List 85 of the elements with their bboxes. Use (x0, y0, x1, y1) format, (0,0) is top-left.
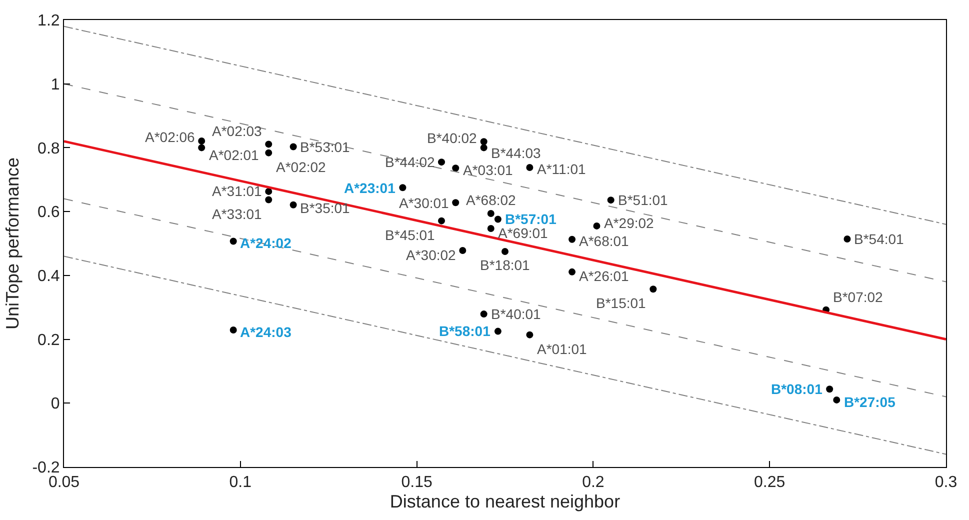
annotation: B*53:01 (300, 139, 350, 155)
point (487, 210, 494, 217)
point (438, 217, 445, 224)
annotation: A*24:02 (240, 235, 292, 251)
point (487, 224, 494, 232)
point (494, 328, 502, 335)
annotation: B*57:01 (505, 211, 557, 227)
point (198, 138, 206, 145)
y-tick-label: 0.2 (38, 332, 60, 349)
point (650, 286, 657, 293)
point (230, 326, 237, 334)
annotation: A*33:01 (212, 206, 262, 222)
annotation: A*68:02 (466, 192, 516, 208)
point (826, 386, 834, 393)
annotation: A*29:02 (604, 215, 654, 231)
x-tick-label: 0.2 (582, 474, 604, 492)
y-tick-label: 1 (50, 76, 60, 94)
y-tick-label: 1.2 (38, 12, 60, 30)
annotation: A*01:01 (537, 341, 588, 357)
point (494, 216, 502, 223)
annotation: A*02:06 (145, 129, 196, 145)
x-tick-label: 0.1 (229, 474, 252, 492)
point (290, 143, 297, 150)
point (265, 140, 272, 148)
annotation: A*02:01 (209, 147, 260, 163)
y-tick-label: -0.2 (32, 460, 60, 477)
annotation: B*35:01 (300, 200, 350, 216)
annotation: A*11:01 (537, 161, 586, 177)
annotation: A*23:01 (344, 180, 396, 196)
annotation: B*44:03 (491, 145, 542, 161)
annotation: A*02:02 (276, 159, 326, 175)
point (265, 196, 272, 204)
y-tick-label: 0.4 (38, 268, 60, 286)
annotation: B*08:01 (771, 381, 823, 397)
point (480, 138, 488, 146)
annotation: A*69:01 (498, 225, 548, 241)
annotation: A*68:01 (579, 233, 630, 249)
y-tick-label: 0 (50, 396, 60, 413)
annotation: B*58:01 (439, 323, 491, 339)
y-axis-title: UniTope performance (2, 157, 22, 330)
annotation: B*51:01 (618, 192, 668, 208)
annotation: B*27:05 (844, 394, 896, 410)
annotation: B*40:01 (491, 306, 542, 322)
point (607, 196, 614, 204)
annotation: B*54:01 (854, 231, 904, 247)
annotation: A*24:03 (240, 324, 292, 340)
annotation: B*44:02 (385, 154, 436, 170)
point (438, 158, 445, 166)
point (452, 164, 460, 172)
point (265, 149, 272, 156)
point (480, 144, 488, 152)
point (399, 184, 406, 192)
x-tick-label: 0.05 (48, 474, 80, 492)
annotation: A*30:01 (399, 195, 450, 211)
annotation: B*07:02 (833, 289, 884, 305)
y-tick-label: 0.6 (38, 204, 60, 222)
point (833, 396, 840, 404)
point (526, 164, 534, 172)
point (568, 268, 576, 276)
point (844, 236, 851, 243)
annotation: B*45:01 (385, 227, 436, 243)
point (452, 199, 460, 206)
point (526, 331, 534, 338)
annotation: A*31:01 (212, 183, 262, 199)
point (593, 222, 600, 230)
point (459, 247, 466, 254)
x-tick-label: 0.3 (934, 474, 958, 492)
point (265, 188, 272, 195)
annotation: A*02:03 (212, 123, 262, 139)
point (198, 144, 206, 152)
point (502, 248, 508, 255)
annotation: B*18:01 (480, 257, 530, 273)
point (290, 201, 297, 208)
x-axis-title: Distance to nearest neighbor (390, 491, 620, 512)
point (568, 236, 576, 243)
annotation: B*15:01 (596, 295, 646, 311)
y-tick-label: 0.8 (38, 140, 60, 158)
point (230, 238, 237, 245)
point (480, 310, 488, 318)
annotation: A*30:02 (406, 247, 456, 263)
x-tick-label: 0.25 (754, 474, 786, 492)
x-tick-label: 0.15 (401, 474, 432, 492)
annotation: B*40:02 (427, 130, 478, 146)
annotation: A*26:01 (579, 268, 630, 284)
annotation: A*03:01 (463, 162, 514, 178)
